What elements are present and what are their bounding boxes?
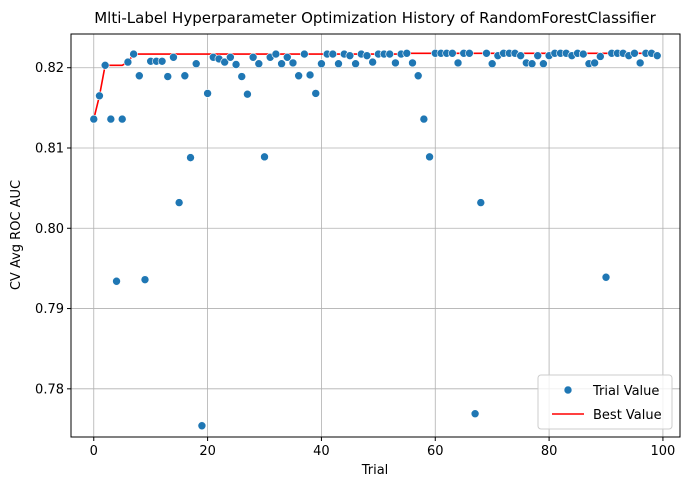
trial-point (578, 49, 588, 59)
trial-point (260, 152, 269, 162)
trial-point (391, 58, 400, 68)
trial-point (277, 59, 286, 69)
trial-point (408, 58, 417, 68)
trial-point (305, 70, 315, 80)
trial-point (476, 198, 486, 207)
trial-point (590, 58, 599, 68)
trial-point (288, 58, 298, 68)
x-tick-label: 80 (541, 444, 558, 459)
trial-point (362, 51, 372, 60)
chart-title: Mlti-Label Hyperparameter Optimization H… (94, 9, 656, 27)
x-tick-label: 60 (427, 444, 444, 459)
y-axis-title: CV Avg ROC AUC (9, 180, 24, 290)
trial-point (226, 52, 235, 62)
trial-point (243, 89, 252, 99)
trial-point (482, 48, 491, 58)
trial-point (419, 114, 429, 124)
trial-point (220, 57, 229, 67)
legend-label-trial-value: Trial Value (592, 384, 659, 399)
trial-point (630, 48, 639, 58)
trial-point (533, 51, 543, 60)
trial-point (425, 152, 434, 162)
x-tick-label: 100 (651, 444, 676, 459)
trial-point (197, 421, 207, 431)
trial-point (368, 57, 377, 67)
trial-point (448, 48, 457, 58)
grid-layer (71, 34, 680, 437)
trial-point (652, 51, 662, 60)
legend-label-best-value: Best Value (593, 408, 662, 423)
trial-point (453, 58, 463, 68)
x-tick-label: 40 (313, 444, 330, 459)
trial-point (191, 59, 201, 69)
trial-point (294, 71, 303, 81)
trial-point (465, 48, 474, 58)
trial-point (106, 114, 116, 124)
trial-point (402, 48, 412, 58)
trial-point (487, 59, 497, 69)
y-tick-label: 0.82 (35, 61, 64, 76)
trial-points-layer (89, 48, 662, 431)
y-tick-label: 0.81 (35, 141, 64, 156)
trial-point (174, 198, 184, 207)
trial-point (334, 59, 343, 69)
x-tick-label: 0 (90, 444, 98, 459)
trial-point (112, 276, 121, 286)
trial-point (311, 89, 321, 98)
trial-point (135, 71, 144, 81)
trial-point (89, 114, 99, 124)
trial-point (237, 72, 247, 81)
trial-point (129, 49, 138, 59)
trial-point (248, 52, 258, 62)
legend-marker-trial-value (563, 385, 573, 395)
trial-point (100, 61, 110, 70)
trial-point (413, 71, 423, 81)
trial-point (596, 52, 605, 61)
legend: Trial Value Best Value (537, 374, 673, 430)
trial-point (123, 57, 133, 67)
plot-frame (70, 33, 681, 438)
trial-point (345, 51, 355, 60)
trial-point (163, 72, 173, 81)
trial-point (300, 49, 309, 59)
trial-point (317, 59, 326, 69)
trial-point (140, 275, 150, 284)
trial-point (180, 71, 190, 81)
trial-point (385, 49, 395, 59)
trial-point (271, 49, 281, 59)
trial-point (328, 49, 338, 59)
trial-point (351, 59, 360, 69)
trial-point (157, 56, 167, 66)
trial-point (254, 59, 264, 69)
trial-point (169, 52, 178, 62)
trial-point (95, 91, 104, 101)
trial-point (601, 272, 611, 282)
trial-point (203, 89, 212, 98)
y-tick-label: 0.78 (35, 382, 64, 397)
x-axis-title: Trial (361, 463, 389, 478)
trial-point (516, 51, 525, 60)
trial-point (231, 60, 241, 69)
ticks-layer: 0 20 40 60 80 100 0.78 0.79 0.80 0.81 0.82 (35, 61, 675, 459)
trial-point (282, 52, 292, 62)
trial-point (470, 409, 480, 419)
x-tick-label: 20 (199, 444, 216, 459)
trial-point (186, 153, 195, 162)
y-tick-label: 0.80 (35, 222, 64, 237)
trial-point (635, 58, 645, 68)
y-tick-label: 0.79 (35, 302, 64, 317)
trial-point (117, 114, 127, 124)
trial-point (527, 59, 537, 69)
trial-point (539, 59, 548, 69)
